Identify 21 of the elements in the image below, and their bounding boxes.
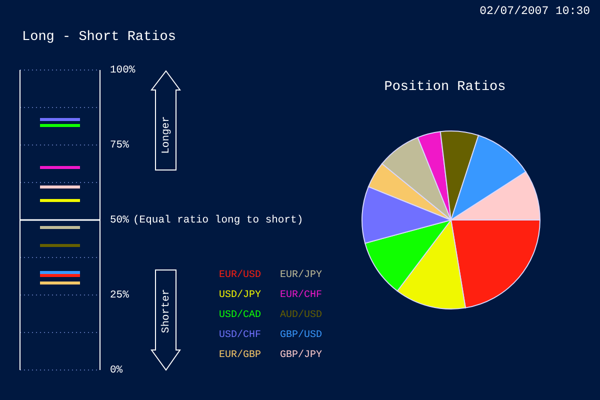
text: GBP/JPY xyxy=(280,350,322,361)
text: USD/CAD xyxy=(219,310,262,321)
chart-title: Position Ratios xyxy=(384,80,506,95)
text: EUR/USD xyxy=(219,270,262,281)
y-tick-label: 25% xyxy=(110,290,130,302)
y-tick-label: 50% xyxy=(110,214,130,227)
chart-title: Long - Short Ratios xyxy=(22,30,176,45)
text: Longer xyxy=(160,116,173,154)
text: USD/CHF xyxy=(219,330,262,341)
text: EUR/CHF xyxy=(280,290,322,301)
text: GBP/USD xyxy=(280,330,322,341)
text: 02/07/2007 10:30 xyxy=(480,5,590,18)
text: Shorter xyxy=(160,288,173,334)
ref-line-label: (Equal ratio long to short) xyxy=(133,214,304,227)
text: EUR/JPY xyxy=(280,270,322,281)
text: EUR/GBP xyxy=(219,350,262,361)
y-tick-label: 0% xyxy=(110,364,124,377)
y-tick-label: 75% xyxy=(110,140,130,152)
y-tick-label: 100% xyxy=(110,64,136,77)
text: USD/JPY xyxy=(219,290,262,301)
text: AUD/USD xyxy=(280,310,322,321)
